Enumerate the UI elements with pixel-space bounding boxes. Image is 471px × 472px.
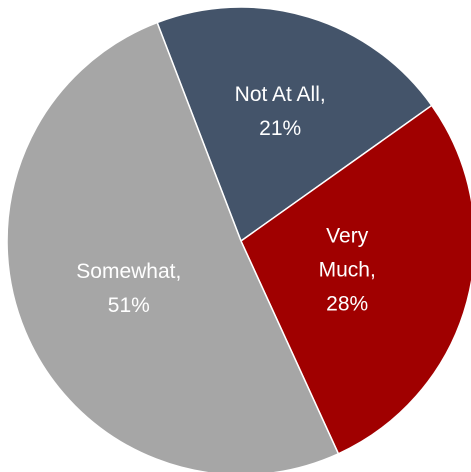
pie-label-line: Somewhat, bbox=[76, 260, 181, 283]
pie-labels: Not At All, 21% Very Much, 28% Somewhat, 51% bbox=[76, 83, 376, 317]
pie-label-not-at-all: Not At All, 21% bbox=[235, 83, 326, 140]
pie-label-somewhat: Somewhat, 51% bbox=[76, 260, 181, 317]
pie-label-line: Not At All, bbox=[235, 83, 326, 106]
pie-slice-somewhat bbox=[6, 21, 340, 472]
pie-label-line: 21% bbox=[259, 117, 301, 140]
pie-label-line: 28% bbox=[326, 293, 368, 316]
pie-label-very-much: Very Much, 28% bbox=[319, 225, 376, 316]
pie-slice-not-at-all bbox=[156, 6, 433, 242]
pie-label-line: Very bbox=[326, 225, 369, 248]
pie-label-line: Much, bbox=[319, 259, 376, 282]
pie-slice-very-much bbox=[240, 104, 471, 455]
pie-slices bbox=[6, 6, 471, 472]
pie-label-line: 51% bbox=[108, 294, 150, 317]
